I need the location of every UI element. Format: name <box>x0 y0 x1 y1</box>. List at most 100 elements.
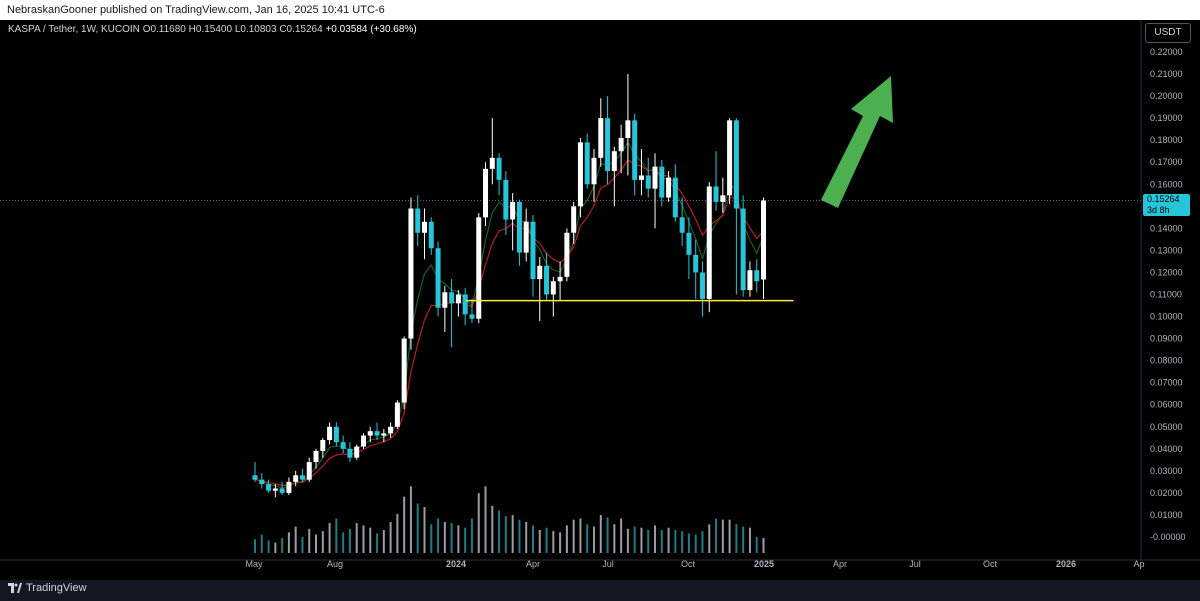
currency-button[interactable]: USDT <box>1145 23 1191 43</box>
candle-body <box>252 475 258 480</box>
y-tick-label: 0.22000 <box>1150 47 1183 57</box>
candle-body <box>401 338 407 403</box>
candle-body <box>394 402 400 427</box>
volume-bar <box>599 515 602 553</box>
volume-bar <box>552 531 555 553</box>
volume-bar <box>389 521 392 553</box>
candle-body <box>523 221 529 253</box>
volume-bar <box>518 519 521 553</box>
volume-bar <box>376 533 379 553</box>
candle-body <box>388 426 394 434</box>
symbol-label: KASPA / Tether, 1W, KUCOIN <box>8 24 140 35</box>
volume-bar <box>538 530 541 553</box>
brand-label: TradingView <box>26 582 87 594</box>
volume-bar <box>335 518 338 553</box>
y-tick-label: 0.03000 <box>1150 466 1183 476</box>
volume-bar <box>572 519 575 553</box>
y-tick-label: 0.19000 <box>1150 113 1183 123</box>
candle-body <box>442 292 448 308</box>
candle-body <box>510 201 516 220</box>
volume-bar <box>728 519 731 553</box>
volume-bar <box>396 513 399 553</box>
tradingview-logo[interactable]: TradingView <box>8 582 87 594</box>
candle-body <box>591 157 597 185</box>
volume-bar <box>416 503 419 553</box>
y-tick-label: 0.17000 <box>1150 157 1183 167</box>
candle-body <box>340 442 346 449</box>
candle-body <box>638 175 644 180</box>
candle-body <box>299 475 305 480</box>
publish-banner: NebraskanGooner published on TradingView… <box>0 0 1200 20</box>
volume-bar <box>362 525 365 553</box>
candle-body <box>645 175 651 189</box>
volume-bar <box>674 530 677 553</box>
candlestick-chart[interactable]: 0.22000 0.21000 0.20000 0.19000 0.18000 0.170… <box>0 20 1200 580</box>
volume-bar <box>613 524 616 553</box>
open-value: O0.11680 <box>142 24 186 35</box>
candle-body <box>360 435 366 447</box>
candle-body <box>272 488 278 491</box>
volume-bar <box>762 538 765 553</box>
volume-bar <box>294 526 297 553</box>
candle-body <box>544 265 550 295</box>
x-tick-label: Oct <box>681 559 696 569</box>
volume-bar <box>647 530 650 553</box>
candle-body <box>455 294 461 304</box>
candle-body <box>449 292 455 304</box>
candle-body <box>706 186 712 299</box>
volume-bar <box>586 524 589 553</box>
volume-bar <box>491 505 494 553</box>
candle-body <box>462 294 468 315</box>
volume-bar <box>525 521 528 553</box>
x-tick-label: Apr <box>833 559 847 569</box>
volume-bar <box>355 523 358 553</box>
y-tick-label: 0.06000 <box>1150 400 1183 410</box>
volume-bar <box>457 525 460 553</box>
volume-bar <box>287 532 290 553</box>
candle-body <box>584 142 590 185</box>
candle-body <box>381 433 387 436</box>
candle-body <box>666 177 672 198</box>
y-tick-label: 0.12000 <box>1150 267 1183 277</box>
candle-body <box>577 142 583 207</box>
x-tick-label: Jul <box>602 559 614 569</box>
candle-body <box>720 195 726 202</box>
candle-body <box>408 208 414 339</box>
volume-bar <box>315 534 318 553</box>
candle-body <box>672 177 678 218</box>
bar-countdown: 3d 8h <box>1147 205 1170 215</box>
volume-bar <box>443 521 446 553</box>
candle-body <box>347 448 353 458</box>
volume-bar <box>423 507 426 553</box>
y-tick-label: 0.11000 <box>1150 290 1182 300</box>
candle-body <box>530 221 536 280</box>
x-tick-label: 2024 <box>446 559 466 569</box>
high-value: H0.15400 <box>188 24 233 35</box>
candle-body <box>503 179 509 220</box>
y-tick-label: 0.14000 <box>1150 223 1183 233</box>
candle-body <box>571 206 577 233</box>
volume-bar <box>260 534 263 553</box>
current-price-value: 0.15264 <box>1147 194 1180 204</box>
y-tick-label: 0.04000 <box>1150 444 1183 454</box>
candle-body <box>496 157 502 180</box>
volume-bar <box>633 526 636 553</box>
volume-bar <box>409 486 412 553</box>
candle-body <box>516 201 522 253</box>
y-tick-label: 0.16000 <box>1150 179 1183 189</box>
candle-body <box>598 118 604 158</box>
candle-body <box>489 157 495 169</box>
x-tick-label: May <box>245 559 263 569</box>
y-tick-label: 0.02000 <box>1150 488 1183 498</box>
volume-bar <box>667 527 670 553</box>
candle-body <box>659 166 665 198</box>
candle-body <box>632 120 638 180</box>
volume-bar <box>620 518 623 553</box>
volume-bar <box>450 523 453 553</box>
candle-body <box>333 426 339 443</box>
candle-body <box>537 265 543 280</box>
volume-bar <box>328 523 331 553</box>
x-tick-label: Jul <box>909 559 921 569</box>
volume-bar <box>511 515 514 553</box>
change-value: +0.03584 (+30.68%) <box>325 24 417 35</box>
